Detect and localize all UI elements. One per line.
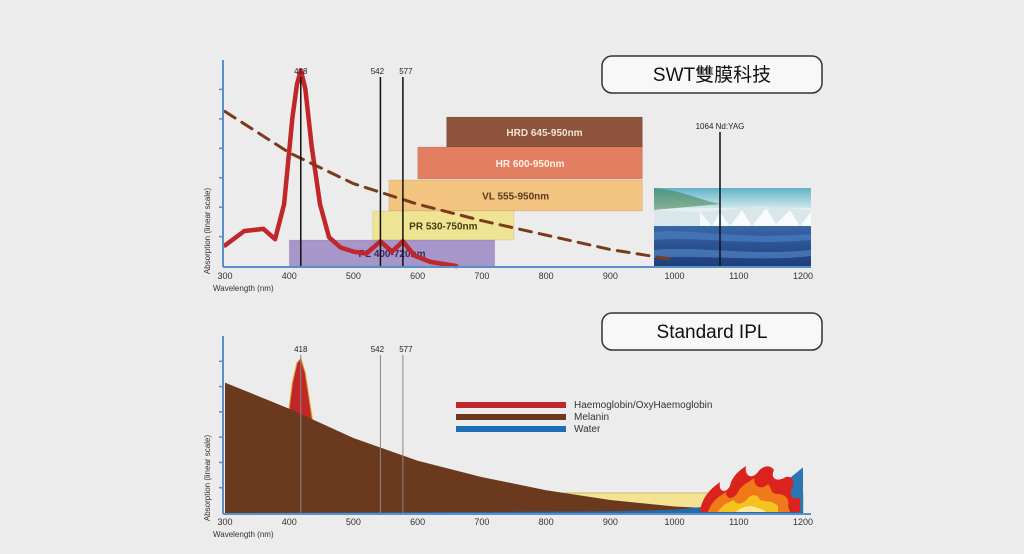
- legend-item: Haemoglobin/OxyHaemoglobin: [456, 400, 712, 411]
- waterfall-image: [654, 188, 811, 266]
- x-tick-label: 1000: [665, 517, 685, 527]
- title-box-top: SWT雙膜科技: [601, 55, 823, 94]
- x-tick-label: 300: [217, 271, 232, 281]
- filter-band-label: HR 600-950nm: [496, 159, 565, 170]
- melanin-area: [225, 382, 803, 513]
- x-tick-label: 800: [539, 517, 554, 527]
- swt-chart-panel: HRD 645-950nm HR 600-950nm VL 555-950nm PR …: [203, 60, 813, 293]
- x-tick-label: 600: [410, 271, 425, 281]
- filter-band-label: HRD 645-950nm: [506, 128, 582, 139]
- series-layer: [222, 68, 677, 269]
- filter-band: [372, 210, 515, 241]
- nd-yag-label: 1064 Nd:YAG: [696, 122, 745, 131]
- x-tick-label: 300: [217, 517, 232, 527]
- x-tick-label: 500: [346, 517, 361, 527]
- legend-item: Water: [456, 424, 601, 435]
- legend-swatch: [456, 402, 566, 408]
- x-tick-label: 600: [410, 517, 425, 527]
- legend-swatch: [456, 414, 566, 420]
- x-tick-label: 1200: [793, 271, 813, 281]
- peak-label: 577: [399, 67, 413, 76]
- x-tick-label: 1100: [729, 517, 748, 527]
- melanin-curve: [223, 110, 677, 262]
- filter-band: [417, 146, 643, 180]
- x-tick-label: 400: [282, 271, 297, 281]
- x-axis-title: Wavelength (nm): [213, 530, 274, 539]
- standard-ipl-chart-panel: 418 542 577 300 400 500 600 700 800 900 1000 1100 12…: [203, 336, 813, 539]
- title-top: SWT雙膜科技: [653, 64, 771, 86]
- x-tick-label: 700: [474, 271, 489, 281]
- peak-label: 542: [371, 67, 385, 76]
- x-tick-label: 1000: [665, 271, 685, 281]
- peak-label: 418: [294, 67, 308, 76]
- y-axis-title: Absorption (linear scale): [203, 435, 212, 522]
- legend-label: Haemoglobin/OxyHaemoglobin: [574, 400, 712, 411]
- x-axis-title: Wavelength (nm): [213, 284, 274, 293]
- haemoglobin-curve: [222, 68, 459, 269]
- peak-label: 542: [371, 345, 385, 354]
- x-tick-label: 900: [603, 517, 618, 527]
- x-tick-label: 1200: [793, 517, 813, 527]
- legend-item: Melanin: [456, 412, 609, 423]
- chart-axes: 418 542 577 300 400 500 600 700 800 900 1000 1100 12…: [203, 60, 813, 293]
- filter-band-label: VL 555-950nm: [482, 192, 549, 203]
- x-tick-label: 400: [282, 517, 297, 527]
- x-tick-label: 900: [603, 271, 618, 281]
- peak-label: 577: [399, 345, 413, 354]
- x-tick-label: 500: [346, 271, 361, 281]
- flame-image: [700, 466, 800, 512]
- x-tick-label: 700: [474, 517, 489, 527]
- filter-band: [446, 116, 643, 148]
- title-bottom: Standard IPL: [657, 322, 768, 343]
- x-tick-label: 1100: [729, 271, 748, 281]
- x-tick-label: 800: [539, 271, 554, 281]
- y-axis-title: Absorption (linear scale): [203, 188, 212, 275]
- legend-label: Melanin: [574, 412, 609, 423]
- peak-label: 418: [294, 345, 308, 354]
- legend-swatch: [456, 426, 566, 432]
- chart-axes: 418 542 577 300 400 500 600 700 800 900 1000 1100 12…: [203, 336, 813, 539]
- filter-band-label: PR 530-750nm: [409, 222, 477, 233]
- filter-band-label: PL 400-720nm: [358, 249, 425, 260]
- legend-label: Water: [574, 424, 601, 435]
- title-box-bottom: Standard IPL: [601, 312, 823, 351]
